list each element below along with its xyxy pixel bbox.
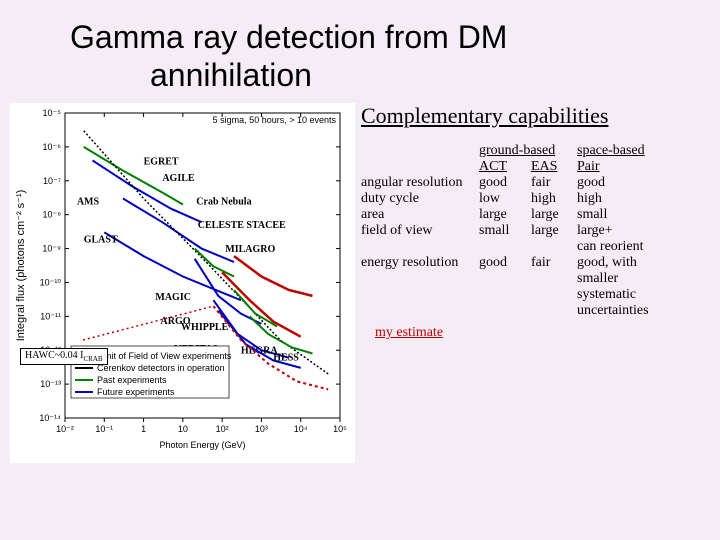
table-row: angular resolutiongoodfairgood	[361, 175, 687, 191]
svg-text:WHIPPLE: WHIPPLE	[181, 322, 229, 333]
svg-text:EGRET: EGRET	[144, 156, 179, 167]
svg-text:10⁻⁸: 10⁻⁸	[42, 209, 61, 219]
svg-text:10⁻⁵: 10⁻⁵	[43, 108, 62, 118]
my-estimate-label: my estimate	[375, 325, 710, 341]
svg-text:CELESTE STACEE: CELESTE STACEE	[198, 220, 286, 231]
table-row: duty cyclelowhighhigh	[361, 191, 687, 207]
sensitivity-chart: 10⁻²10⁻¹11010²10³10⁴10⁵10⁻¹⁴10⁻¹³10⁻¹²10…	[10, 103, 355, 463]
hawc-annotation: HAWC~0.04 ICRAB	[20, 348, 108, 365]
svg-text:1: 1	[141, 424, 146, 434]
svg-text:10⁻⁶: 10⁻⁶	[43, 142, 62, 152]
svg-text:MAGIC: MAGIC	[155, 292, 191, 303]
svg-text:HESS: HESS	[273, 352, 299, 363]
table-row: systematic	[361, 287, 687, 303]
svg-text:Photon Energy (GeV): Photon Energy (GeV)	[159, 440, 245, 450]
svg-text:Crab Nebula: Crab Nebula	[196, 196, 251, 207]
content-row: 10⁻²10⁻¹11010²10³10⁴10⁵10⁻¹⁴10⁻¹³10⁻¹²10…	[0, 95, 720, 463]
svg-text:GLAST: GLAST	[84, 234, 118, 245]
svg-text:10³: 10³	[255, 424, 268, 434]
table-row: can reorient	[361, 239, 687, 255]
title-line1: Gamma ray detection from DM	[70, 19, 507, 55]
chart-container: 10⁻²10⁻¹11010²10³10⁴10⁵10⁻¹⁴10⁻¹³10⁻¹²10…	[10, 103, 355, 463]
svg-text:10⁻²: 10⁻²	[56, 424, 74, 434]
header-ground: ground-based	[479, 143, 577, 159]
svg-text:MILAGRO: MILAGRO	[225, 244, 275, 255]
svg-text:Cerenkov detectors in operatio: Cerenkov detectors in operation	[97, 363, 225, 373]
svg-text:10⁻¹¹: 10⁻¹¹	[40, 311, 61, 321]
table-row: smaller	[361, 271, 687, 287]
table-row: arealargelargesmall	[361, 207, 687, 223]
table-header-groups: ground-based space-based	[361, 143, 687, 159]
table-row: uncertainties	[361, 303, 687, 319]
svg-text:Past experiments: Past experiments	[97, 375, 167, 385]
title-line2: annihilation	[70, 57, 312, 93]
header-eas: EAS	[531, 159, 577, 175]
right-panel: Complementary capabilities ground-based …	[355, 103, 710, 463]
table-row: field of viewsmalllargelarge+	[361, 223, 687, 239]
slide-title: Gamma ray detection from DM annihilation	[0, 0, 720, 95]
svg-text:10²: 10²	[216, 424, 229, 434]
svg-text:AGILE: AGILE	[162, 173, 195, 184]
svg-text:10⁻⁹: 10⁻⁹	[42, 243, 61, 253]
svg-text:10: 10	[178, 424, 188, 434]
svg-text:Limit of Field of View experim: Limit of Field of View experiments	[97, 351, 232, 361]
table-row: energy resolutiongoodfairgood, with	[361, 255, 687, 271]
svg-text:10⁻⁷: 10⁻⁷	[43, 176, 61, 186]
subtitle: Complementary capabilities	[361, 103, 710, 129]
capabilities-table: ground-based space-based ACT EAS Pair an…	[361, 143, 687, 319]
svg-text:10⁴: 10⁴	[294, 424, 308, 434]
header-space: space-based	[577, 143, 687, 159]
svg-text:10⁵: 10⁵	[333, 424, 347, 434]
svg-text:10⁻¹³: 10⁻¹³	[40, 379, 61, 389]
header-pair: Pair	[577, 159, 687, 175]
table-header-cols: ACT EAS Pair	[361, 159, 687, 175]
svg-text:Future experiments: Future experiments	[97, 387, 175, 397]
svg-text:10⁻¹⁴: 10⁻¹⁴	[39, 413, 61, 423]
header-act: ACT	[479, 159, 531, 175]
svg-text:10⁻¹: 10⁻¹	[95, 424, 113, 434]
svg-text:AMS: AMS	[77, 196, 100, 207]
svg-text:5 sigma, 50 hours, > 10 events: 5 sigma, 50 hours, > 10 events	[213, 115, 337, 125]
svg-text:10⁻¹⁰: 10⁻¹⁰	[40, 277, 62, 287]
svg-text:Integral flux (photons cm⁻² s⁻: Integral flux (photons cm⁻² s⁻¹)	[15, 189, 27, 341]
